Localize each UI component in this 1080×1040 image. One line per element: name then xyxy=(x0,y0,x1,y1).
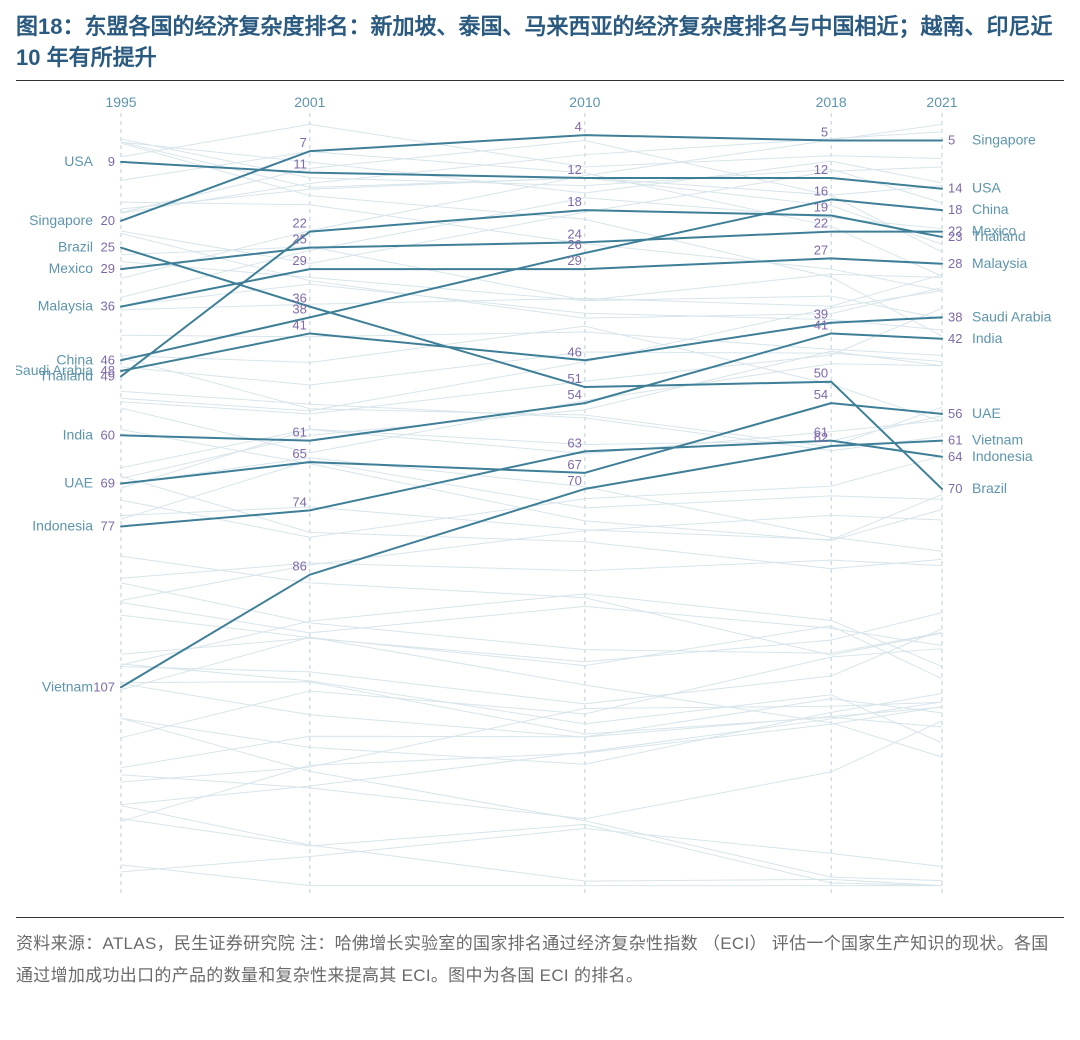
svg-text:USA: USA xyxy=(972,179,1001,195)
svg-text:63: 63 xyxy=(567,435,581,450)
svg-text:77: 77 xyxy=(101,518,115,533)
svg-text:Vietnam: Vietnam xyxy=(972,431,1023,447)
svg-text:Brazil: Brazil xyxy=(58,238,93,254)
svg-text:2010: 2010 xyxy=(569,94,600,110)
svg-text:9: 9 xyxy=(108,153,115,168)
svg-text:46: 46 xyxy=(567,344,581,359)
svg-text:28: 28 xyxy=(948,255,962,270)
svg-text:22: 22 xyxy=(814,215,828,230)
svg-text:11: 11 xyxy=(293,156,307,171)
svg-text:41: 41 xyxy=(814,317,828,332)
svg-text:86: 86 xyxy=(292,558,306,573)
svg-text:Indonesia: Indonesia xyxy=(972,447,1033,463)
svg-text:29: 29 xyxy=(292,253,306,268)
svg-text:India: India xyxy=(63,426,94,442)
svg-text:12: 12 xyxy=(814,162,828,177)
svg-text:107: 107 xyxy=(93,679,115,694)
svg-text:51: 51 xyxy=(567,371,581,386)
svg-text:14: 14 xyxy=(948,180,962,195)
svg-text:USA: USA xyxy=(64,152,93,168)
svg-text:67: 67 xyxy=(567,456,581,471)
svg-text:Thailand: Thailand xyxy=(972,228,1026,244)
svg-text:38: 38 xyxy=(292,301,306,316)
svg-text:60: 60 xyxy=(101,427,115,442)
svg-text:Mexico: Mexico xyxy=(49,260,94,276)
chart-footnote: 资料来源：ATLAS，民生证券研究院 注：哈佛增长实验室的国家排名通过经济复杂性… xyxy=(16,928,1064,993)
svg-text:42: 42 xyxy=(948,330,962,345)
svg-text:UAE: UAE xyxy=(972,404,1001,420)
svg-text:23: 23 xyxy=(948,229,962,244)
svg-text:18: 18 xyxy=(948,202,962,217)
svg-text:49: 49 xyxy=(101,368,115,383)
svg-text:50: 50 xyxy=(814,365,828,380)
svg-text:Indonesia: Indonesia xyxy=(32,517,93,533)
svg-text:38: 38 xyxy=(948,309,962,324)
svg-text:20: 20 xyxy=(101,212,115,227)
svg-text:Brazil: Brazil xyxy=(972,480,1007,496)
svg-text:62: 62 xyxy=(814,430,828,445)
svg-text:2021: 2021 xyxy=(926,94,957,110)
svg-text:22: 22 xyxy=(292,215,306,230)
svg-text:26: 26 xyxy=(567,237,581,252)
svg-text:12: 12 xyxy=(567,162,581,177)
svg-text:41: 41 xyxy=(292,317,306,332)
svg-text:56: 56 xyxy=(948,405,962,420)
svg-text:Vietnam: Vietnam xyxy=(42,678,93,694)
svg-text:25: 25 xyxy=(292,231,306,246)
svg-text:Thailand: Thailand xyxy=(39,367,93,383)
svg-text:Singapore: Singapore xyxy=(29,211,93,227)
svg-text:54: 54 xyxy=(567,387,581,402)
svg-text:18: 18 xyxy=(567,194,581,209)
svg-text:China: China xyxy=(972,201,1009,217)
svg-text:61: 61 xyxy=(948,432,962,447)
svg-text:29: 29 xyxy=(567,253,581,268)
svg-text:70: 70 xyxy=(948,481,962,496)
svg-text:5: 5 xyxy=(948,132,955,147)
svg-text:27: 27 xyxy=(814,242,828,257)
svg-text:69: 69 xyxy=(101,475,115,490)
svg-text:25: 25 xyxy=(101,239,115,254)
svg-text:36: 36 xyxy=(101,298,115,313)
chart-container: 1995200120102018202111121274536515025242… xyxy=(16,91,1064,918)
svg-text:4: 4 xyxy=(575,119,582,134)
svg-text:Singapore: Singapore xyxy=(972,131,1036,147)
svg-text:2001: 2001 xyxy=(294,94,325,110)
svg-text:2018: 2018 xyxy=(816,94,847,110)
svg-text:16: 16 xyxy=(814,183,828,198)
svg-text:Malaysia: Malaysia xyxy=(38,297,93,313)
svg-text:UAE: UAE xyxy=(64,474,93,490)
svg-text:7: 7 xyxy=(300,135,307,150)
svg-text:54: 54 xyxy=(814,387,828,402)
svg-text:1995: 1995 xyxy=(105,94,136,110)
svg-text:Malaysia: Malaysia xyxy=(972,254,1027,270)
svg-text:19: 19 xyxy=(814,199,828,214)
svg-text:Saudi Arabia: Saudi Arabia xyxy=(972,308,1052,324)
svg-text:61: 61 xyxy=(292,424,306,439)
chart-title: 图18：东盟各国的经济复杂度排名：新加坡、泰国、马来西亚的经济复杂度排名与中国相… xyxy=(16,12,1064,81)
svg-text:5: 5 xyxy=(821,124,828,139)
svg-text:70: 70 xyxy=(567,473,581,488)
svg-text:India: India xyxy=(972,329,1003,345)
svg-text:65: 65 xyxy=(292,446,306,461)
svg-text:29: 29 xyxy=(101,261,115,276)
bump-chart: 1995200120102018202111121274536515025242… xyxy=(16,91,1064,911)
svg-text:74: 74 xyxy=(292,494,306,509)
svg-text:64: 64 xyxy=(948,448,962,463)
